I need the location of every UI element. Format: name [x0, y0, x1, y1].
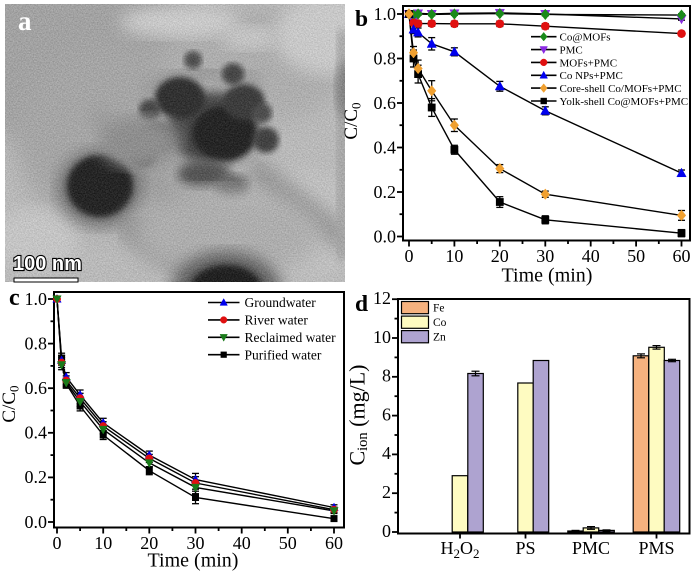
svg-text:Core-shell Co/MOFs+PMC: Core-shell Co/MOFs+PMC — [560, 83, 682, 95]
svg-text:b: b — [355, 6, 368, 32]
svg-text:100 nm: 100 nm — [13, 253, 82, 275]
svg-text:30: 30 — [187, 533, 205, 553]
svg-text:0.6: 0.6 — [374, 93, 397, 113]
svg-text:10: 10 — [445, 246, 463, 266]
svg-text:Cion (mg/L): Cion (mg/L) — [345, 364, 372, 465]
svg-text:4: 4 — [382, 443, 391, 463]
svg-text:PS: PS — [515, 538, 535, 558]
svg-text:0: 0 — [405, 246, 414, 266]
svg-text:C/C0: C/C0 — [341, 102, 364, 139]
svg-text:6: 6 — [382, 404, 391, 424]
svg-text:0.6: 0.6 — [25, 378, 48, 398]
svg-text:0.4: 0.4 — [374, 137, 397, 157]
svg-text:c: c — [9, 285, 20, 311]
svg-text:20: 20 — [491, 246, 509, 266]
svg-text:Zn: Zn — [433, 332, 446, 344]
svg-text:Groundwater: Groundwater — [245, 295, 317, 310]
svg-text:d: d — [355, 291, 368, 317]
svg-text:H2O2: H2O2 — [441, 538, 480, 561]
svg-text:50: 50 — [627, 246, 645, 266]
svg-text:0.8: 0.8 — [374, 48, 397, 68]
svg-text:PMS: PMS — [638, 538, 674, 558]
svg-text:0.2: 0.2 — [25, 467, 48, 487]
svg-text:Fe: Fe — [433, 303, 445, 315]
svg-text:0.0: 0.0 — [25, 512, 48, 532]
svg-text:40: 40 — [233, 533, 251, 553]
svg-text:Yolk-shell Co@MOFs+PMC: Yolk-shell Co@MOFs+PMC — [560, 96, 689, 108]
svg-text:0: 0 — [382, 521, 391, 541]
svg-text:Co NPs+PMC: Co NPs+PMC — [560, 70, 623, 82]
svg-text:20: 20 — [140, 533, 158, 553]
svg-text:60: 60 — [325, 533, 343, 553]
svg-text:30: 30 — [536, 246, 554, 266]
svg-text:40: 40 — [582, 246, 600, 266]
svg-text:Time (min): Time (min) — [502, 265, 593, 287]
svg-text:Co@MOFs: Co@MOFs — [560, 32, 611, 44]
svg-text:Time (min): Time (min) — [148, 550, 239, 572]
svg-text:MOFs+PMC: MOFs+PMC — [560, 57, 618, 69]
svg-text:Co: Co — [433, 317, 447, 329]
svg-text:0: 0 — [53, 533, 62, 553]
svg-text:8: 8 — [382, 366, 391, 386]
svg-text:0.4: 0.4 — [25, 423, 48, 443]
svg-text:2: 2 — [382, 482, 391, 502]
svg-text:PMC: PMC — [572, 538, 610, 558]
svg-text:1.0: 1.0 — [25, 289, 48, 309]
svg-text:12: 12 — [373, 288, 391, 308]
svg-text:50: 50 — [279, 533, 297, 553]
svg-text:C/C0: C/C0 — [0, 385, 22, 422]
svg-text:0.8: 0.8 — [25, 333, 48, 353]
svg-text:1.0: 1.0 — [374, 4, 397, 24]
svg-text:10: 10 — [94, 533, 112, 553]
svg-text:0.0: 0.0 — [374, 226, 397, 246]
svg-text:Reclaimed water: Reclaimed water — [245, 330, 337, 345]
svg-text:10: 10 — [373, 327, 391, 347]
svg-text:60: 60 — [673, 246, 691, 266]
svg-text:a: a — [18, 6, 32, 36]
svg-text:River water: River water — [245, 313, 309, 328]
svg-text:0.2: 0.2 — [374, 182, 397, 202]
svg-text:PMC: PMC — [560, 45, 583, 57]
svg-text:Purified water: Purified water — [245, 347, 322, 362]
